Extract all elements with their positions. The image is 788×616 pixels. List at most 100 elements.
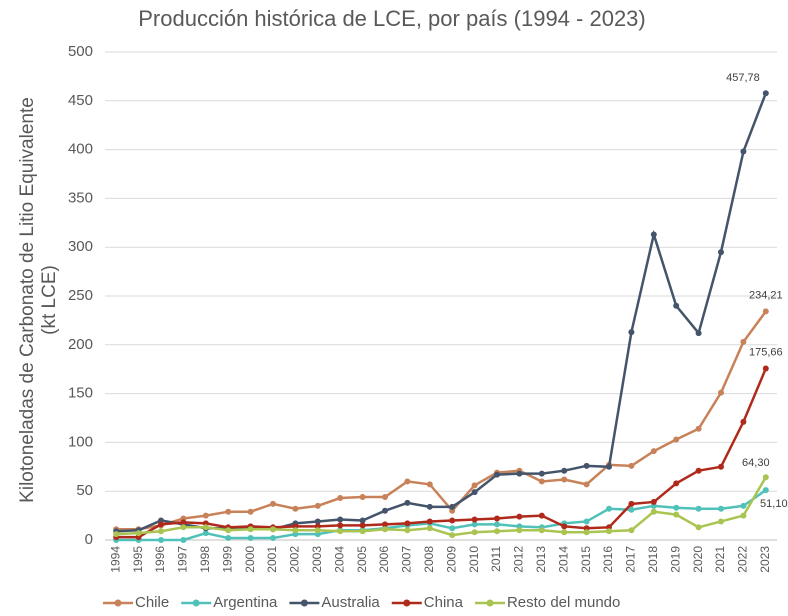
legend-marker <box>403 599 411 607</box>
data-point <box>740 418 747 425</box>
data-point <box>404 520 411 527</box>
x-tick-label: 2018 <box>646 546 660 573</box>
x-tick-label: 2015 <box>579 546 593 573</box>
chart-title: Producción histórica de LCE, por país (1… <box>138 6 646 31</box>
data-point <box>718 463 724 470</box>
data-point <box>628 527 635 534</box>
data-point <box>650 508 657 515</box>
y-tick-label: 250 <box>68 287 93 304</box>
x-tick-label: 1997 <box>176 546 190 573</box>
data-point <box>404 499 411 506</box>
data-point <box>135 530 142 537</box>
data-point <box>561 523 568 530</box>
data-point <box>270 500 276 507</box>
x-tick-label: 2001 <box>265 546 279 573</box>
data-point <box>471 482 478 489</box>
y-tick-label: 200 <box>68 336 93 353</box>
data-point <box>718 389 724 396</box>
data-point <box>359 522 366 529</box>
data-point <box>270 526 276 533</box>
data-point <box>538 470 545 477</box>
data-point <box>337 522 344 529</box>
y-tick-label: 150 <box>68 385 93 402</box>
legend-marker <box>486 599 494 607</box>
data-point <box>561 529 568 536</box>
y-tick-label: 0 <box>85 531 93 548</box>
y-tick-label: 100 <box>68 433 93 450</box>
x-tick-label: 2010 <box>467 546 481 573</box>
data-point <box>180 537 187 543</box>
data-point <box>337 516 344 523</box>
data-point <box>494 471 500 478</box>
x-tick-label: 1998 <box>198 546 212 573</box>
data-point <box>606 528 612 535</box>
data-point <box>650 231 657 238</box>
data-point <box>516 513 523 520</box>
value-label: 234,21 <box>749 289 783 301</box>
data-point <box>426 518 433 525</box>
x-tick-label: 2014 <box>556 546 570 573</box>
x-tick-label: 2020 <box>691 546 705 573</box>
data-point <box>471 529 478 536</box>
data-point <box>628 329 635 336</box>
x-tick-label: 2007 <box>400 546 414 573</box>
x-tick-label: 1996 <box>153 546 167 573</box>
data-point <box>606 505 612 512</box>
x-tick-label: 2019 <box>668 546 682 573</box>
data-point <box>606 463 612 470</box>
legend-label: Australia <box>321 594 380 611</box>
data-point <box>314 502 321 509</box>
data-point <box>673 480 680 487</box>
data-point <box>718 249 724 256</box>
data-point <box>426 503 433 510</box>
data-point <box>202 530 209 537</box>
data-point <box>292 527 299 534</box>
series-line <box>116 310 767 531</box>
series-line <box>116 489 767 542</box>
data-point <box>718 518 724 525</box>
data-point <box>740 148 747 155</box>
data-point <box>449 525 456 532</box>
data-point <box>404 527 411 534</box>
data-point <box>561 467 568 474</box>
data-point <box>426 525 433 532</box>
data-point <box>561 476 568 483</box>
x-tick-label: 2004 <box>332 546 346 573</box>
y-tick-label: 450 <box>68 92 93 109</box>
legend-label: Resto del mundo <box>507 594 620 611</box>
data-point <box>583 462 590 469</box>
y-tick-label: 300 <box>68 238 93 255</box>
data-point <box>762 365 769 372</box>
data-point <box>740 502 747 509</box>
x-tick-label: 2022 <box>736 546 750 573</box>
data-point <box>158 528 164 535</box>
x-tick-label: 2003 <box>310 546 324 573</box>
data-point <box>628 462 635 469</box>
y-tick-label: 50 <box>76 482 93 499</box>
data-point <box>538 478 545 485</box>
data-point <box>225 535 232 542</box>
x-tick-label: 2000 <box>243 546 257 573</box>
data-point <box>359 494 366 501</box>
data-point <box>158 521 164 528</box>
data-point <box>180 524 187 531</box>
data-point <box>314 518 321 525</box>
data-point <box>180 519 187 526</box>
data-point <box>673 302 680 309</box>
legend-label: China <box>424 594 464 611</box>
data-point <box>202 512 209 519</box>
data-point <box>583 481 590 488</box>
data-point <box>695 425 702 432</box>
x-tick-label: 2011 <box>489 546 503 572</box>
y-tick-label: 400 <box>68 141 93 158</box>
data-point <box>762 308 769 315</box>
data-point <box>650 498 657 505</box>
legend-label: Argentina <box>213 594 278 611</box>
x-tick-label: 2008 <box>422 546 436 573</box>
data-point <box>202 524 209 531</box>
data-point <box>247 508 254 515</box>
x-tick-label: 1995 <box>131 546 145 573</box>
data-point <box>538 527 545 534</box>
data-point <box>494 521 500 528</box>
